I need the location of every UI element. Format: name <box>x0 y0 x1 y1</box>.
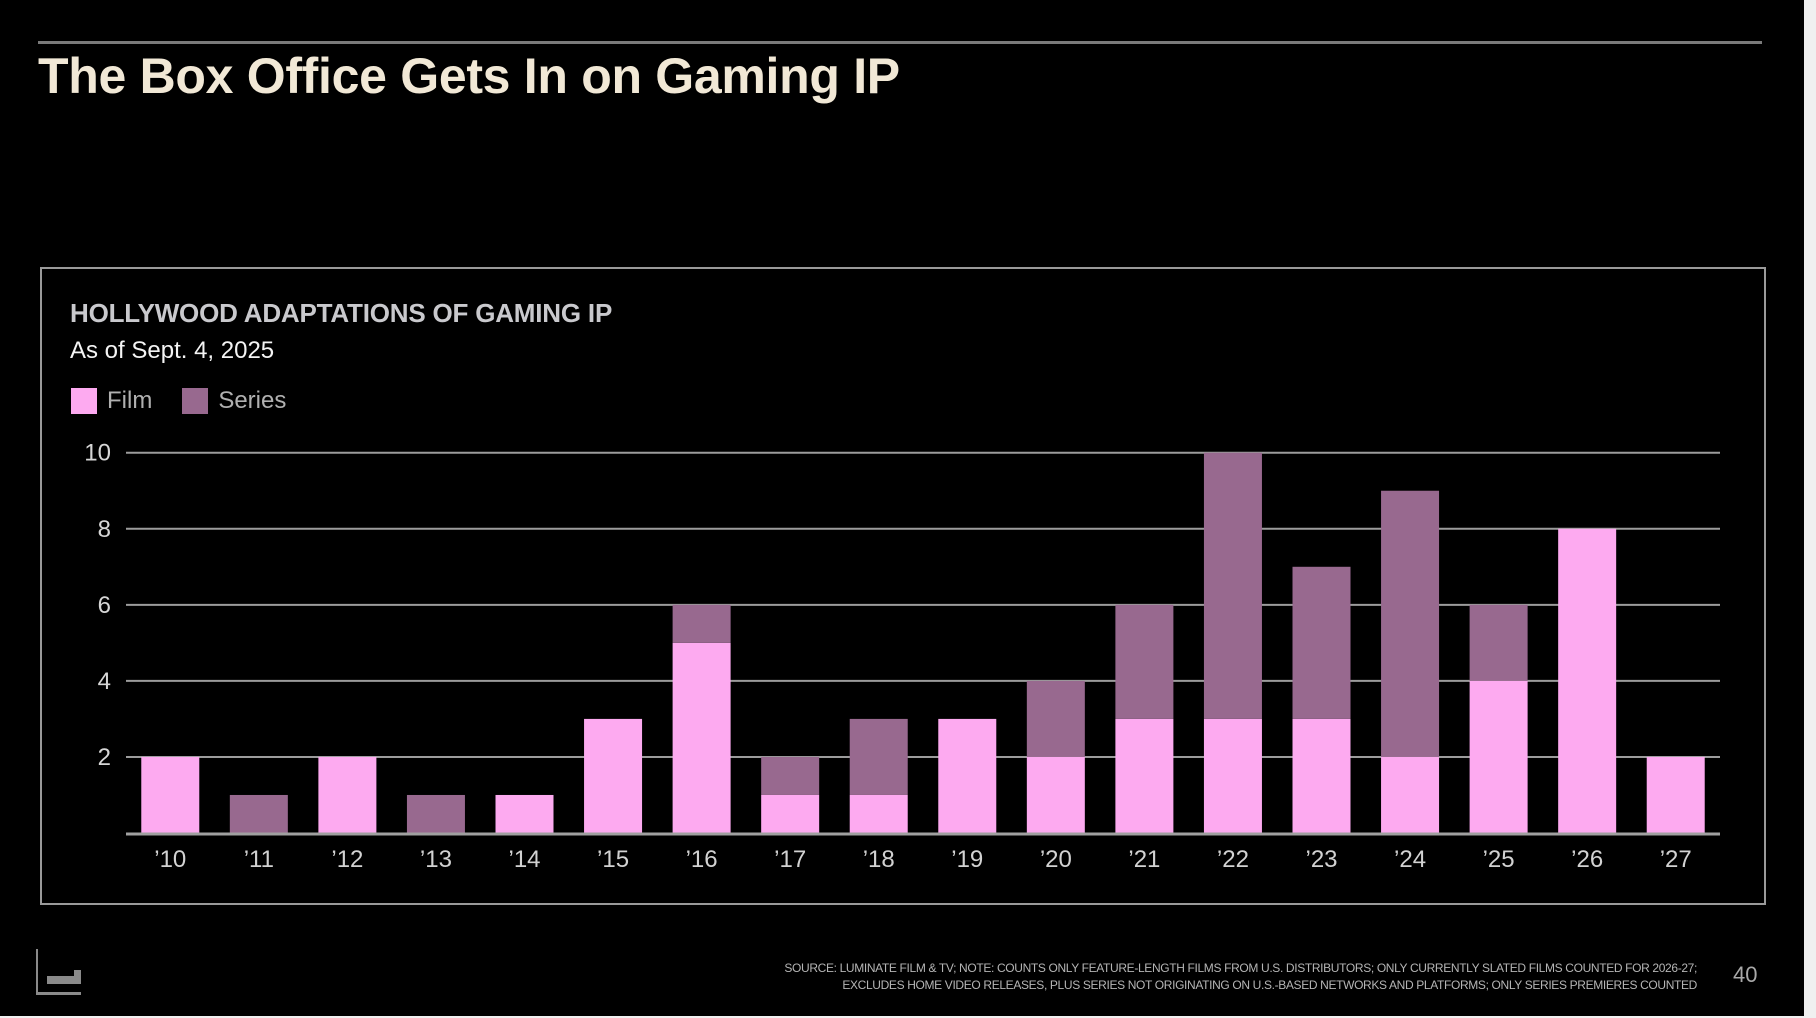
x-tick-label: ’10 <box>154 846 186 873</box>
bar-film <box>1026 756 1085 833</box>
bar-film <box>849 794 908 833</box>
page-number: 40 <box>1733 962 1758 987</box>
slide-title: The Box Office Gets In on Gaming IP <box>38 48 900 104</box>
bar-film <box>1292 718 1351 833</box>
y-tick-label: 2 <box>98 744 111 771</box>
bar-series <box>849 718 908 795</box>
bar-film <box>761 794 820 833</box>
chart-legend: Film Series <box>71 387 316 415</box>
x-tick-label: ’11 <box>244 846 274 873</box>
x-tick-label: ’17 <box>774 846 806 873</box>
x-tick-label: ’22 <box>1217 846 1249 873</box>
x-tick-label: ’12 <box>331 846 363 873</box>
bar-film <box>495 794 554 833</box>
x-tick-label: ’16 <box>686 846 718 873</box>
legend-label-film: Film <box>107 387 153 414</box>
x-tick-label: ’23 <box>1305 846 1337 873</box>
chart-frame <box>40 267 1766 905</box>
bar-series <box>1469 604 1528 681</box>
x-tick-label: ’20 <box>1040 846 1072 873</box>
bar-film <box>1203 718 1262 833</box>
bar-series <box>1292 566 1351 719</box>
bar-series <box>672 604 731 643</box>
legend-label-series: Series <box>218 387 287 414</box>
x-tick-label: ’25 <box>1483 846 1515 873</box>
legend-swatch-film <box>71 388 97 414</box>
bar-film <box>1381 756 1440 833</box>
publisher-logo-icon <box>36 949 81 995</box>
x-tick-label: ’26 <box>1571 846 1603 873</box>
y-tick-label: 6 <box>98 592 111 619</box>
x-tick-label: ’14 <box>508 846 540 873</box>
y-tick-label: 8 <box>98 516 111 543</box>
bar-film <box>672 642 731 833</box>
bar-film <box>584 718 643 833</box>
y-tick-label: 10 <box>84 440 111 467</box>
bar-series <box>406 794 465 833</box>
x-tick-label: ’24 <box>1394 846 1426 873</box>
bar-film <box>318 756 377 833</box>
x-tick-label: ’18 <box>863 846 895 873</box>
legend-item-series: Series <box>182 387 286 415</box>
x-tick-label: ’15 <box>597 846 629 873</box>
chart-subtitle: As of Sept. 4, 2025 <box>70 337 275 364</box>
x-tick-label: ’13 <box>420 846 452 873</box>
bar-film <box>1469 680 1528 833</box>
bar-film <box>1646 756 1705 833</box>
y-tick-label: 4 <box>98 668 111 695</box>
bar-film <box>1115 718 1174 833</box>
source-note: SOURCE: LUMINATE FILM & TV; NOTE: COUNTS… <box>784 960 1697 994</box>
bar-series <box>1381 490 1440 757</box>
bar-series <box>1026 680 1085 757</box>
source-note-line: EXCLUDES HOME VIDEO RELEASES, PLUS SERIE… <box>842 978 1697 992</box>
bar-film <box>1558 528 1617 833</box>
bar-film <box>141 756 200 833</box>
bar-series <box>761 756 820 795</box>
x-tick-label: ’27 <box>1660 846 1692 873</box>
source-note-line: SOURCE: LUMINATE FILM & TV; NOTE: COUNTS… <box>784 961 1697 975</box>
x-tick-label: ’19 <box>951 846 983 873</box>
bar-film <box>938 718 997 833</box>
bar-series <box>1203 452 1262 719</box>
legend-item-film: Film <box>71 387 152 415</box>
x-tick-label: ’21 <box>1128 846 1160 873</box>
chart-title: HOLLYWOOD ADAPTATIONS OF GAMING IP <box>70 298 613 328</box>
legend-swatch-series <box>182 388 209 414</box>
bar-series <box>229 794 288 833</box>
top-divider <box>38 41 1762 44</box>
bar-series <box>1115 604 1174 719</box>
